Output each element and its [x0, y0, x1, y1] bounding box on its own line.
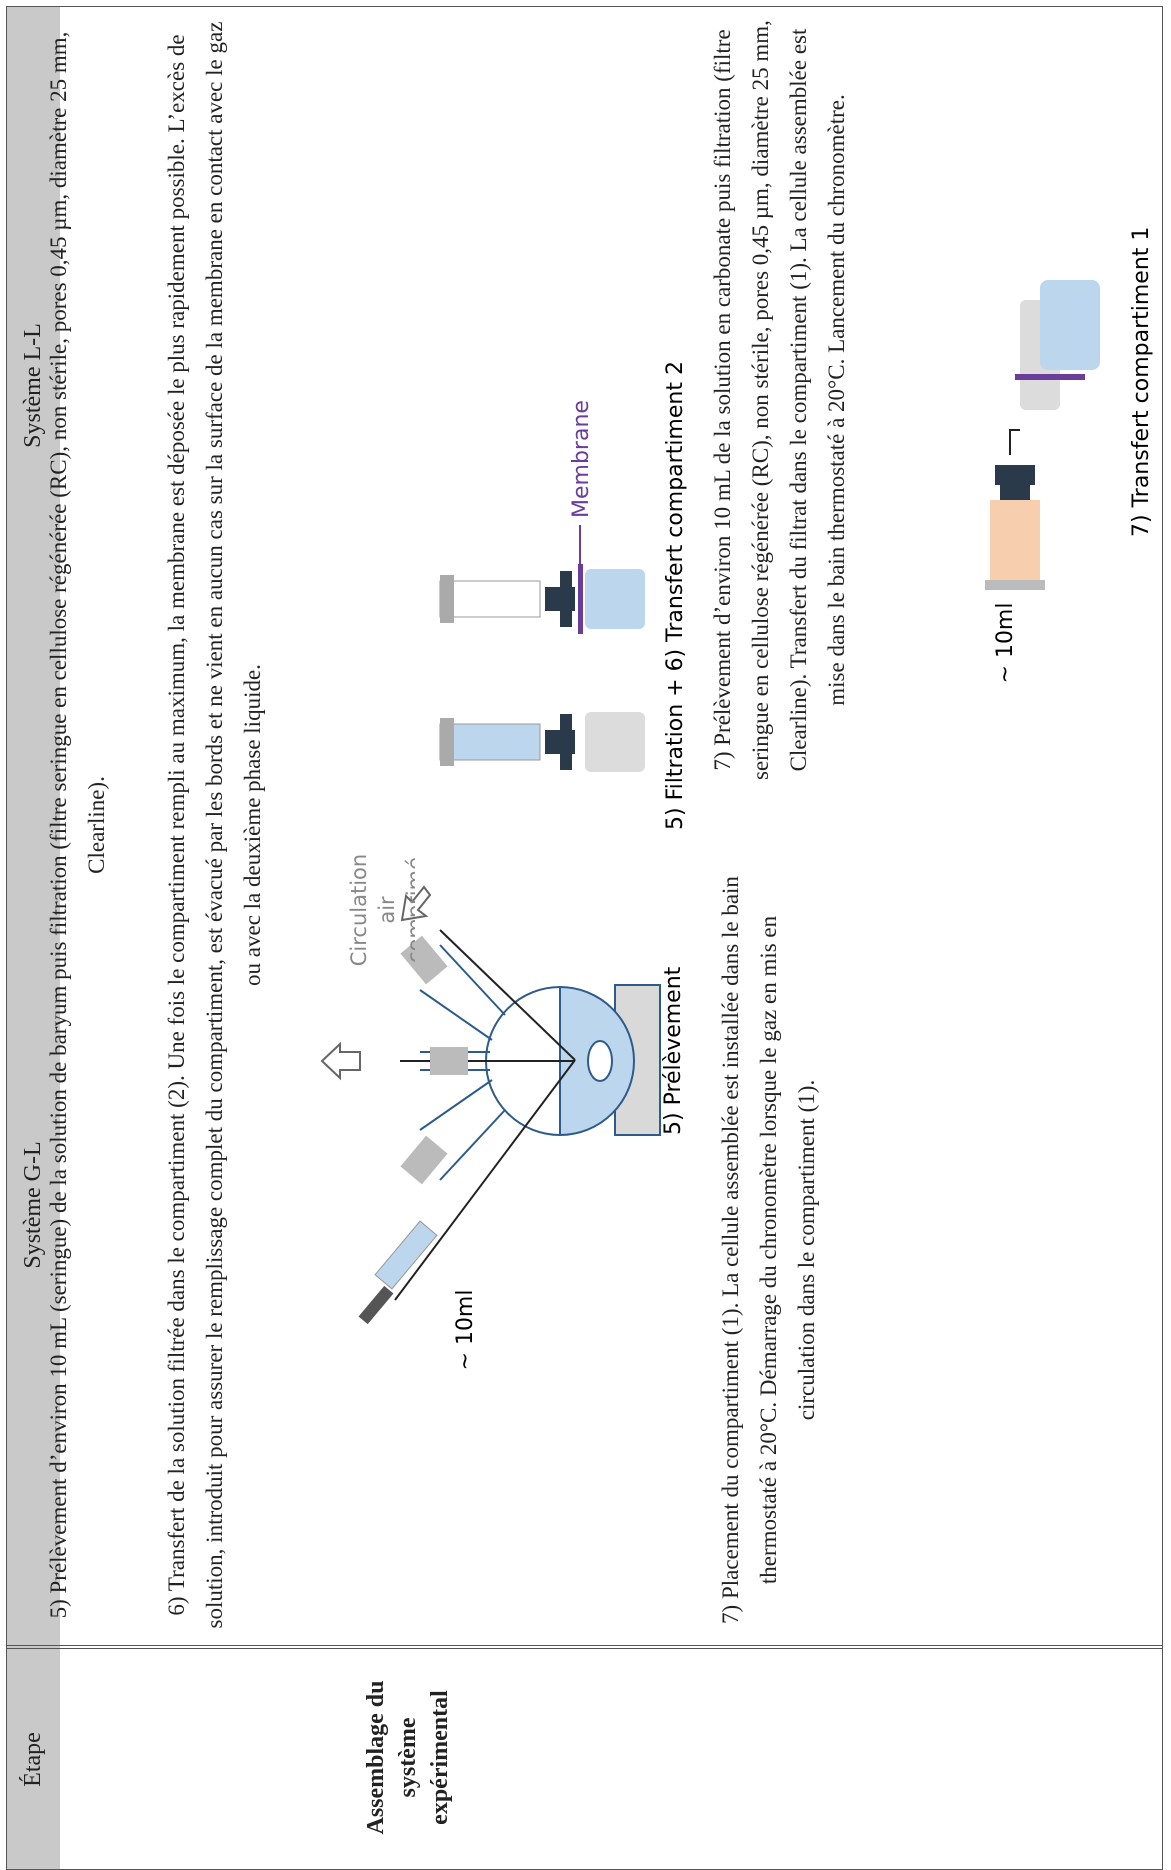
caption: 7) Transfert compartiment 1 — [1129, 227, 1154, 537]
label: ~ 10ml — [453, 1290, 478, 1371]
label: Circulation air comprimé — [347, 853, 415, 967]
label: ~ 10ml — [993, 603, 1018, 684]
ll-diagram: Membrane 5) Filtration + 6) Transfert co… — [439, 227, 1154, 830]
label: Membrane — [569, 400, 594, 518]
caption: 5) Filtration + 6) Transfert compartimen… — [663, 361, 688, 830]
gl-diagram: ~ 10ml Circulation air comprimé 5) Prélè… — [320, 853, 686, 1371]
caption: 5) Prélèvement — [661, 966, 686, 1135]
